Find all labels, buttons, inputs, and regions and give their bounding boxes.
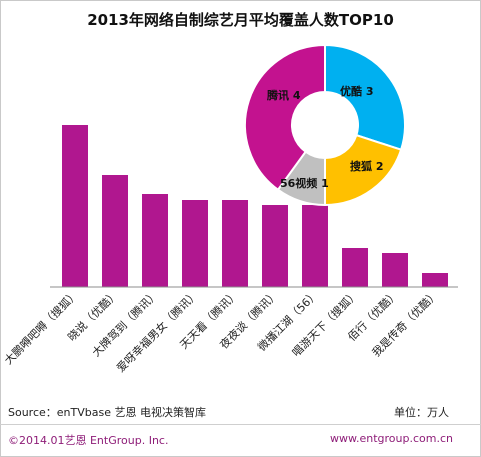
footer-divider (0, 424, 481, 425)
bar-7 (302, 205, 328, 287)
unit-note: 单位：万人 (394, 406, 449, 419)
bar-6 (262, 205, 288, 287)
donut-label-4: 腾讯 4 (267, 88, 301, 102)
category-label-8: 唱游天下（搜狐） (289, 287, 361, 359)
copyright-text: ©2014.01艺恩 EntGroup. Inc. (8, 434, 169, 447)
donut-slice-2 (324, 133, 403, 207)
bar-2 (102, 175, 128, 287)
donut-label-3: 56视频 1 (280, 176, 329, 190)
chart-area: 大鹏嘚吧嘚（搜狐）晓说（优酷）大牌驾到（腾讯）爱呀幸福男女（腾讯）天天看（腾讯）… (1, 43, 458, 375)
bar-5 (222, 200, 248, 287)
platform-donut: 优酷 3 搜狐 2 56视频 1 腾讯 4 (244, 43, 406, 207)
website-link[interactable]: www.entgroup.com.cn (330, 432, 453, 445)
bar-9 (382, 253, 408, 287)
donut-label-2: 搜狐 2 (350, 159, 383, 173)
source-note: Source：enTVbase 艺恩 电视决策智库 (8, 406, 206, 419)
category-label-3: 大牌驾到（腾讯） (89, 287, 161, 359)
bar-10 (422, 273, 448, 287)
bar-3 (142, 194, 168, 287)
bar-group (62, 125, 448, 287)
category-labels: 大鹏嘚吧嘚（搜狐）晓说（优酷）大牌驾到（腾讯）爱呀幸福男女（腾讯）天天看（腾讯）… (1, 287, 441, 375)
bar-4 (182, 200, 208, 287)
donut-slice-4 (244, 43, 326, 192)
donut-label-1: 优酷 3 (340, 84, 373, 98)
chart-title: 2013年网络自制综艺月平均覆盖人数TOP10 (87, 11, 394, 29)
bar-8 (342, 248, 368, 287)
bar-1 (62, 125, 88, 287)
category-label-1: 大鹏嘚吧嘚（搜狐） (1, 287, 81, 367)
donut-slice-1 (324, 43, 406, 151)
